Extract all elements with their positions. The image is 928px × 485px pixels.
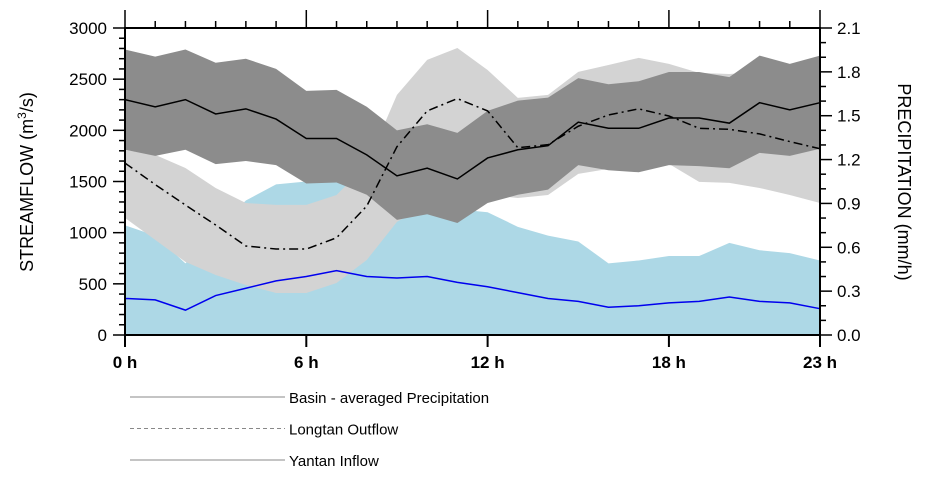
y-tick-label: 500 [79, 275, 107, 294]
y2-tick-label: 1.2 [837, 151, 861, 170]
legend-label: Yantan Inflow [289, 453, 379, 470]
x-tick-label: 0 h [113, 353, 138, 372]
y2-tick-label: 0.9 [837, 194, 861, 213]
y2-axis-label: PRECIPITATION (mm/h) [894, 83, 914, 280]
y-tick-label: 1000 [69, 224, 107, 243]
x-tick-label: 6 h [294, 353, 319, 372]
legend: Basin - averaged Precipitation Longtan Ou… [130, 390, 489, 470]
y-tick-label: 2000 [69, 121, 107, 140]
series-lines [124, 97, 821, 311]
band-yantan-inflow [125, 49, 820, 223]
y2-tick-label: 1.5 [837, 107, 861, 126]
y2-tick-label: 1.8 [837, 63, 861, 82]
y-tick-label: 3000 [69, 19, 107, 38]
y-tick-label: 0 [98, 326, 107, 345]
line-basin-averaged-precipitation [124, 269, 821, 311]
y-tick-label: 1500 [69, 173, 107, 192]
legend-label: Basin - averaged Precipitation [289, 390, 489, 407]
y2-tick-label: 0.0 [837, 326, 861, 345]
x-tick-label: 18 h [652, 353, 686, 372]
x-tick-label: 23 h [803, 353, 837, 372]
y2-tick-label: 0.3 [837, 282, 861, 301]
axes: 0 h 6 h 12 h 18 h 23 h 0 500 1000 1500 2000 2500 30… [69, 10, 861, 372]
uncertainty-bands [125, 47, 820, 335]
y-axis-label: STREAMFLOW (m3/s) [15, 92, 37, 272]
legend-label: Longtan Outflow [289, 422, 398, 439]
line-longtan-outflow [124, 97, 821, 250]
y2-tick-label: 2.1 [837, 19, 861, 38]
line-yantan-inflow [124, 98, 821, 180]
y2-tick-label: 0.6 [837, 238, 861, 257]
x-tick-label: 12 h [471, 353, 505, 372]
y-tick-label: 2500 [69, 70, 107, 89]
